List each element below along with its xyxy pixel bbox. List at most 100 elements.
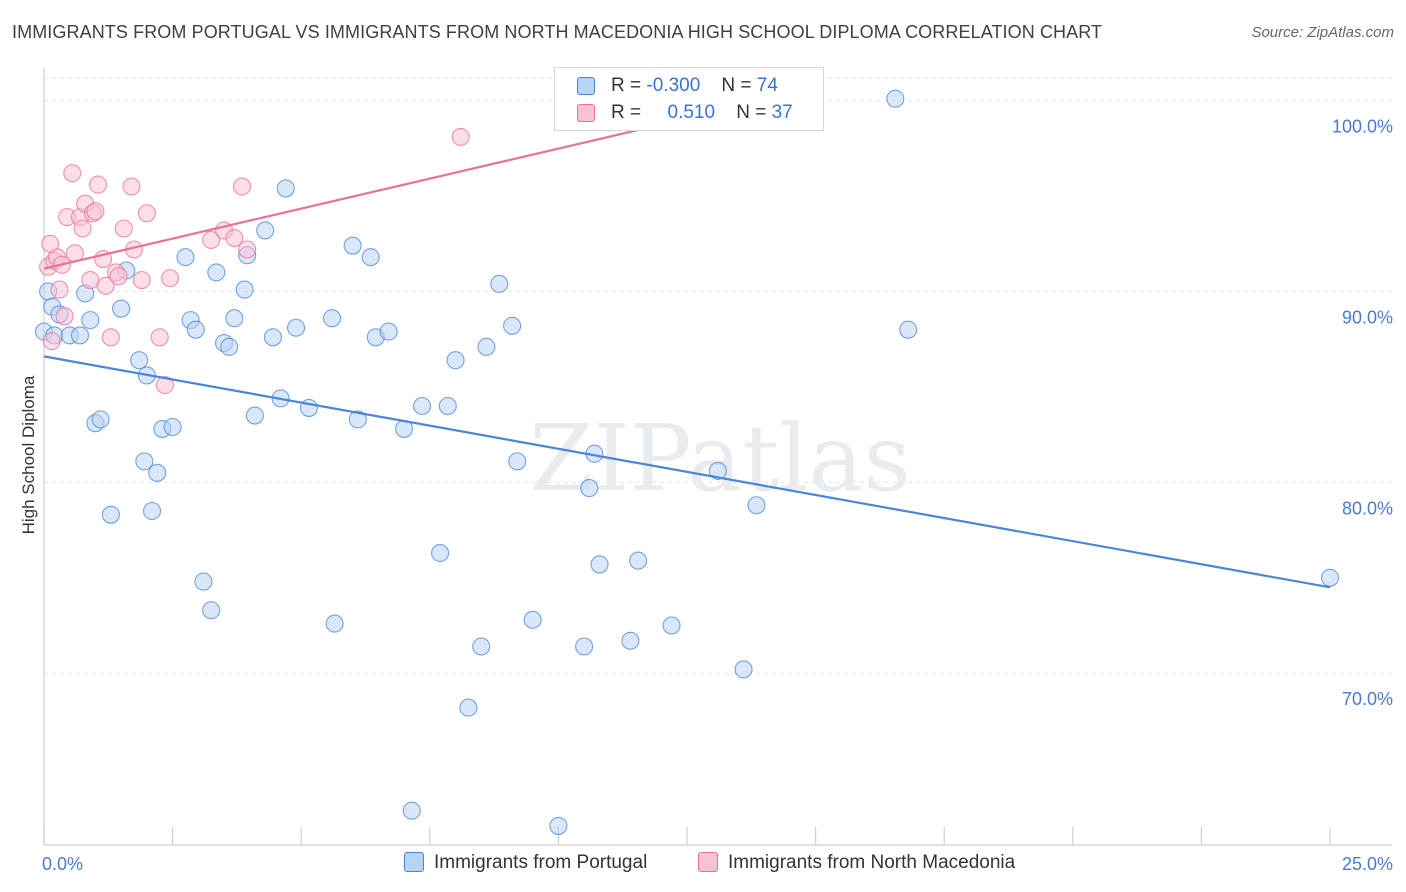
point-north-macedonia	[109, 267, 128, 286]
y-tick-label: 80.0%	[1342, 498, 1393, 518]
bottom-legend-portugal: Immigrants from Portugal	[404, 852, 647, 874]
point-portugal	[148, 463, 167, 482]
point-portugal	[207, 263, 226, 282]
point-portugal	[575, 637, 594, 656]
point-portugal	[225, 309, 244, 328]
point-portugal	[629, 551, 648, 570]
point-portugal	[899, 320, 918, 339]
point-portugal	[343, 236, 362, 255]
point-portugal	[245, 406, 264, 425]
point-portugal	[549, 816, 568, 835]
point-portugal	[263, 328, 282, 347]
point-portugal	[101, 505, 120, 524]
legend-swatch-blue	[577, 77, 595, 95]
legend-r-label: R =	[611, 102, 642, 123]
point-portugal	[490, 274, 509, 293]
y-tick-label: 100.0%	[1332, 117, 1393, 137]
axes: 0.0% 25.0%	[42, 68, 1393, 874]
point-north-macedonia	[238, 240, 257, 259]
chart-source: Source: ZipAtlas.com	[1251, 24, 1394, 41]
point-portugal	[708, 461, 727, 480]
point-north-macedonia	[42, 332, 61, 351]
point-north-macedonia	[101, 328, 120, 347]
point-north-macedonia	[96, 276, 115, 295]
legend-r-value: -0.300	[646, 75, 701, 96]
point-north-macedonia	[55, 307, 74, 326]
legend-swatch-pink	[577, 104, 595, 122]
point-portugal	[886, 89, 905, 108]
point-portugal	[446, 351, 465, 370]
point-portugal	[135, 452, 154, 471]
trend-line-portugal	[43, 355, 1331, 589]
point-portugal	[81, 311, 100, 330]
point-portugal	[379, 322, 398, 341]
point-north-macedonia	[81, 270, 100, 290]
point-portugal	[235, 280, 254, 299]
point-portugal	[325, 614, 344, 633]
chart-title: IMMIGRANTS FROM PORTUGAL VS IMMIGRANTS F…	[12, 22, 1103, 42]
point-portugal	[194, 572, 213, 591]
legend-r-value: 0.510	[667, 102, 716, 123]
y-tick-label: 90.0%	[1342, 307, 1393, 327]
x-tick-label: 0.0%	[42, 854, 83, 874]
point-portugal	[747, 496, 766, 515]
point-portugal	[402, 801, 421, 820]
point-portugal	[176, 248, 195, 267]
point-north-macedonia	[225, 229, 244, 248]
point-portugal	[1320, 568, 1340, 587]
bottom-legend-label: Immigrants from Portugal	[434, 852, 648, 873]
point-north-macedonia	[86, 202, 105, 221]
y-axis-label: High School Diploma	[19, 375, 38, 534]
point-north-macedonia	[63, 164, 82, 183]
legend-n-value: 74	[756, 75, 778, 96]
point-portugal	[287, 318, 306, 337]
legend-n-label: N =	[736, 102, 767, 123]
point-north-macedonia	[150, 328, 169, 347]
point-portugal	[276, 179, 295, 198]
point-portugal	[323, 309, 342, 328]
bottom-legend-swatch-pink	[698, 852, 718, 872]
point-portugal	[431, 543, 450, 563]
point-north-macedonia	[114, 219, 133, 238]
legend-n-label: N =	[721, 75, 752, 96]
point-portugal	[361, 248, 380, 267]
point-portugal	[142, 501, 162, 521]
point-portugal	[438, 396, 457, 416]
point-portugal	[662, 616, 681, 635]
point-portugal	[130, 351, 149, 370]
point-north-macedonia	[451, 127, 470, 146]
point-north-macedonia	[155, 375, 174, 395]
legend-n-value: 37	[771, 102, 793, 123]
point-portugal	[186, 320, 205, 339]
bottom-legend-label: Immigrants from North Macedonia	[728, 852, 1016, 873]
point-north-macedonia	[132, 270, 151, 290]
bottom-legend-north-macedonia: Immigrants from North Macedonia	[698, 852, 1015, 874]
point-portugal	[621, 631, 640, 650]
x-tick-label: 25.0%	[1342, 854, 1393, 874]
point-portugal	[413, 396, 432, 416]
point-north-macedonia	[202, 230, 221, 250]
point-north-macedonia	[88, 175, 108, 194]
point-portugal	[202, 601, 221, 620]
y-tick-label: 70.0%	[1342, 689, 1393, 709]
point-portugal	[472, 637, 491, 656]
point-portugal	[580, 479, 599, 498]
point-portugal	[477, 337, 496, 356]
gridlines: 70.0% 80.0% 90.0% 100.0%	[44, 77, 1393, 709]
point-north-macedonia	[122, 177, 141, 196]
correlation-legend: R = -0.300 N = 74 R = 0.510 N = 37	[554, 67, 824, 131]
point-portugal	[348, 410, 367, 429]
point-north-macedonia	[232, 177, 252, 196]
point-portugal	[734, 660, 753, 679]
point-portugal	[256, 221, 275, 240]
point-portugal	[508, 452, 527, 471]
point-portugal	[70, 326, 90, 345]
point-portugal	[459, 698, 478, 717]
point-north-macedonia	[41, 234, 60, 253]
point-portugal	[590, 555, 609, 574]
point-north-macedonia	[137, 204, 156, 223]
point-north-macedonia	[160, 269, 180, 288]
point-portugal	[523, 610, 542, 629]
series-north-macedonia-points	[39, 127, 470, 395]
